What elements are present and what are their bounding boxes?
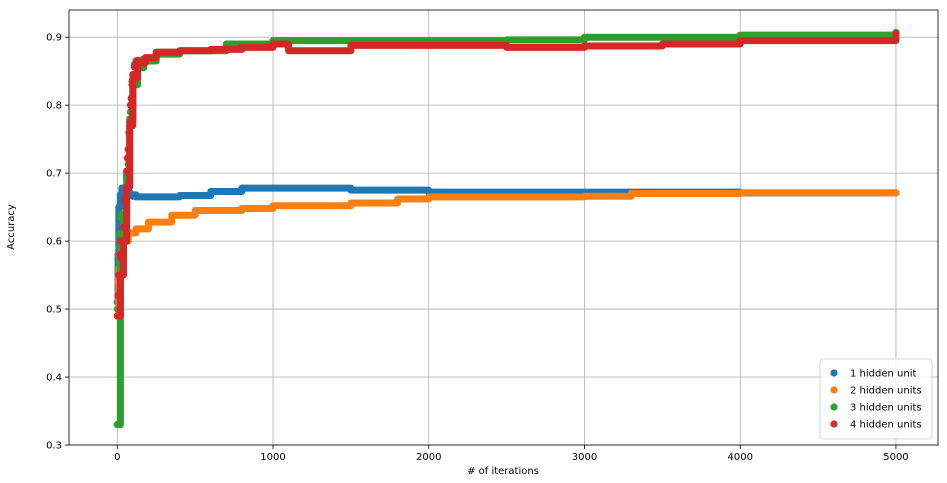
legend-marker [830,369,838,377]
x-axis-label: # of iterations [467,466,539,477]
x-tick-label: 3000 [572,452,597,463]
data-point [118,237,126,245]
x-tick-label: 4000 [727,452,752,463]
legend-label: 1 hidden unit [850,369,916,380]
y-tick-label: 0.6 [46,237,62,248]
legend-label: 2 hidden units [850,386,922,397]
y-tick-label: 0.4 [46,373,62,384]
plot-frame [68,9,939,446]
data-point [125,128,133,136]
y-axis-label: Accuracy [6,204,17,250]
data-point [129,70,137,79]
legend-marker [830,420,838,428]
legend-entry: 1 hidden unit [830,369,916,380]
legend-entry: 4 hidden units [830,420,922,431]
legend-label: 4 hidden units [850,420,922,431]
y-tick-label: 0.9 [46,33,62,44]
legend-box [819,358,933,440]
x-tick-label: 1000 [260,452,285,463]
series-layer [113,28,900,429]
data-point [123,154,132,162]
data-point [127,94,135,102]
data-point [115,203,123,211]
legend: 1 hidden unit 2 hidden units 3 hidden unit… [819,358,933,440]
series-4 [113,30,900,320]
series-line [113,30,900,320]
data-point [892,189,900,197]
data-point [129,192,137,200]
data-point [113,421,121,429]
legend-entry: 3 hidden units [830,403,922,414]
y-tick-label: 0.3 [46,441,62,452]
y-tick-label: 0.7 [46,169,62,180]
data-point [133,56,142,64]
legend-marker [830,386,838,394]
data-point [123,167,131,175]
legend-marker [830,403,838,411]
ticks: 0 1000 2000 3000 4000 5000 0.3 0.4 0.5 0.6 0.7 0.8 0… [46,33,909,463]
legend-entry: 2 hidden units [830,386,922,397]
data-point [124,145,132,153]
data-point [128,81,136,89]
y-tick-label: 0.8 [46,101,62,112]
data-point [121,196,129,204]
data-point [126,118,134,126]
x-tick-label: 5000 [883,452,908,463]
data-point [126,101,135,109]
y-tick-label: 0.5 [46,305,62,316]
legend-label: 3 hidden units [850,403,922,414]
data-point [115,271,123,279]
data-point [114,291,122,300]
data-point [116,230,124,238]
x-tick-label: 2000 [416,452,441,463]
data-point [117,254,125,262]
plot-area [69,10,938,445]
x-tick-label: 0 [114,452,120,463]
data-point [119,223,128,232]
data-point [113,312,121,320]
data-point [892,30,900,38]
